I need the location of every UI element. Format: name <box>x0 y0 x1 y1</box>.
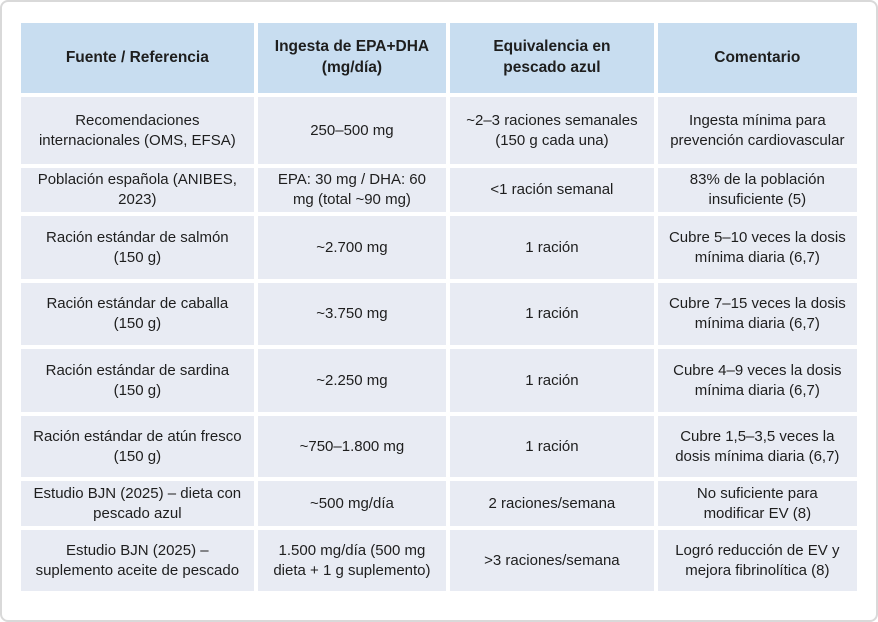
table-cell: ~750–1.800 mg <box>257 416 447 477</box>
epa-dha-intake-table: Fuente / Referencia Ingesta de EPA+DHA (… <box>17 19 861 595</box>
table-cell: ~500 mg/día <box>257 481 447 526</box>
table-cell: 2 raciones/semana <box>450 481 654 526</box>
table-row: Ración estándar de atún fresco (150 g) ~… <box>21 416 857 477</box>
table-cell: Población española (ANIBES, 2023) <box>21 168 254 212</box>
table-cell: Cubre 4–9 veces la dosis mínima diaria (… <box>657 349 857 412</box>
table-cell: Ración estándar de salmón (150 g) <box>21 216 254 279</box>
table-header: Fuente / Referencia Ingesta de EPA+DHA (… <box>21 23 857 93</box>
table-cell: Ración estándar de atún fresco (150 g) <box>21 416 254 477</box>
table-cell: ~3.750 mg <box>257 283 447 345</box>
table-cell: Recomendaciones internacionales (OMS, EF… <box>21 97 254 164</box>
table-cell: Cubre 5–10 veces la dosis mínima diaria … <box>657 216 857 279</box>
table-row: Estudio BJN (2025) – dieta con pescado a… <box>21 481 857 526</box>
table-cell: Cubre 7–15 veces la dosis mínima diaria … <box>657 283 857 345</box>
table-cell: 250–500 mg <box>257 97 447 164</box>
table-cell: 83% de la población insuficiente (5) <box>657 168 857 212</box>
table-cell: ~2–3 raciones semanales (150 g cada una) <box>450 97 654 164</box>
table-body: Recomendaciones internacionales (OMS, EF… <box>21 97 857 591</box>
table-row: Estudio BJN (2025) – suplemento aceite d… <box>21 530 857 591</box>
table-cell: ~2.700 mg <box>257 216 447 279</box>
table-cell: >3 raciones/semana <box>450 530 654 591</box>
table-row: Población española (ANIBES, 2023) EPA: 3… <box>21 168 857 212</box>
table-row: Ración estándar de salmón (150 g) ~2.700… <box>21 216 857 279</box>
table-cell: 1 ración <box>450 283 654 345</box>
table-cell: Estudio BJN (2025) – suplemento aceite d… <box>21 530 254 591</box>
table-cell: <1 ración semanal <box>450 168 654 212</box>
table-cell: ~2.250 mg <box>257 349 447 412</box>
column-header-equivalencia-pescado-azul: Equivalencia en pescado azul <box>450 23 654 93</box>
column-header-ingesta-epa-dha: Ingesta de EPA+DHA (mg/día) <box>257 23 447 93</box>
header-row: Fuente / Referencia Ingesta de EPA+DHA (… <box>21 23 857 93</box>
table-row: Ración estándar de sardina (150 g) ~2.25… <box>21 349 857 412</box>
table-row: Recomendaciones internacionales (OMS, EF… <box>21 97 857 164</box>
column-header-comentario: Comentario <box>657 23 857 93</box>
table-cell: 1 ración <box>450 349 654 412</box>
table-cell: Ración estándar de caballa (150 g) <box>21 283 254 345</box>
table-cell: 1 ración <box>450 216 654 279</box>
table-cell: Ración estándar de sardina (150 g) <box>21 349 254 412</box>
table-cell: 1 ración <box>450 416 654 477</box>
column-header-fuente-referencia: Fuente / Referencia <box>21 23 254 93</box>
table-cell: No suficiente para modificar EV (8) <box>657 481 857 526</box>
table-cell: Estudio BJN (2025) – dieta con pescado a… <box>21 481 254 526</box>
table-cell: EPA: 30 mg / DHA: 60 mg (total ~90 mg) <box>257 168 447 212</box>
table-cell: Cubre 1,5–3,5 veces la dosis mínima diar… <box>657 416 857 477</box>
table-row: Ración estándar de caballa (150 g) ~3.75… <box>21 283 857 345</box>
table-cell: Logró reducción de EV y mejora fibrinolí… <box>657 530 857 591</box>
table-cell: Ingesta mínima para prevención cardiovas… <box>657 97 857 164</box>
table-cell: 1.500 mg/día (500 mg dieta + 1 g supleme… <box>257 530 447 591</box>
